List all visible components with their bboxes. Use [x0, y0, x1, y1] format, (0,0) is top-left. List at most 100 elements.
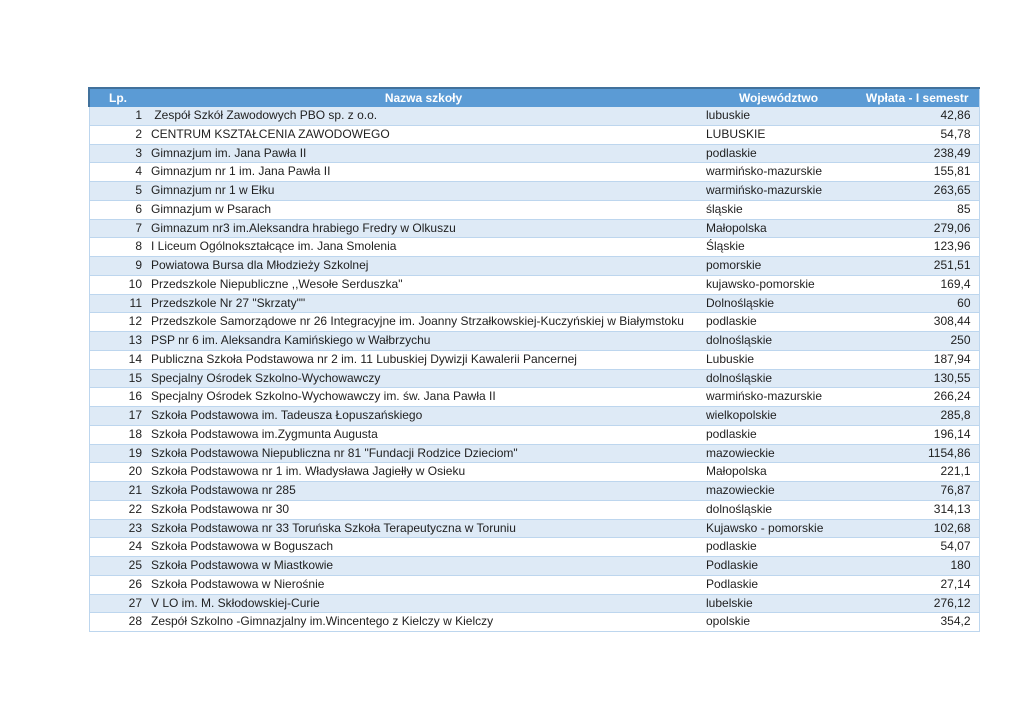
row-number-cell: 14: [89, 350, 146, 370]
table-row: 27 V LO im. M. Skłodowskiej-Curie lubelski…: [89, 594, 979, 614]
payment-amount-cell: 54,78: [856, 125, 979, 145]
table-row: 19 Szkoła Podstawowa Niepubliczna nr 81 "…: [89, 444, 979, 464]
voivodeship-cell: Śląskie: [701, 237, 856, 257]
row-number-cell: 26: [89, 575, 146, 595]
table-row: 2 CENTRUM KSZTAŁCENIA ZAWODOWEGO LUBUSKIE 5…: [89, 125, 979, 145]
table-row: 4 Gimnazjum nr 1 im. Jana Pawła II warmińs…: [89, 162, 979, 182]
voivodeship-cell: pomorskie: [701, 256, 856, 276]
payment-amount-cell: 221,1: [856, 462, 979, 482]
row-number-cell: 21: [89, 481, 146, 501]
table-row: 25 Szkoła Podstawowa w Miastkowie Podlaski…: [89, 556, 979, 576]
row-number-cell: 23: [89, 519, 146, 539]
school-name-cell: Publiczna Szkoła Podstawowa nr 2 im. 11 …: [146, 350, 701, 370]
school-name-cell: Szkoła Podstawowa w Miastkowie: [146, 556, 701, 576]
voivodeship-cell: warmińsko-mazurskie: [701, 181, 856, 201]
payment-amount-cell: 250: [856, 331, 979, 351]
table-row: 16 Specjalny Ośrodek Szkolno-Wychowawczy …: [89, 387, 979, 407]
row-number-cell: 11: [89, 294, 146, 314]
school-payments-table: Lp. Nazwa szkoły Województwo Wpłata - I …: [88, 87, 980, 632]
payment-amount-cell: 196,14: [856, 425, 979, 445]
column-header-school-name: Nazwa szkoły: [146, 87, 701, 107]
school-name-cell: Szkoła Podstawowa w Nierośnie: [146, 575, 701, 595]
table-row: 17 Szkoła Podstawowa im. Tadeusza Łopusza…: [89, 406, 979, 426]
table-row: 18 Szkoła Podstawowa im.Zygmunta Augusta p…: [89, 425, 979, 445]
voivodeship-cell: wielkopolskie: [701, 406, 856, 426]
school-name-cell: Szkoła Podstawowa Niepubliczna nr 81 "Fu…: [146, 444, 701, 464]
row-number-cell: 4: [89, 162, 146, 182]
payment-amount-cell: 238,49: [856, 144, 979, 164]
school-payments-table-container: Lp. Nazwa szkoły Województwo Wpłata - I …: [88, 87, 980, 632]
payment-amount-cell: 130,55: [856, 369, 979, 389]
row-number-cell: 24: [89, 537, 146, 557]
row-number-cell: 18: [89, 425, 146, 445]
payment-amount-cell: 308,44: [856, 312, 979, 332]
payment-amount-cell: 54,07: [856, 537, 979, 557]
table-row: 24 Szkoła Podstawowa w Boguszach podlaskie…: [89, 537, 979, 557]
voivodeship-cell: podlaskie: [701, 537, 856, 557]
row-number-cell: 19: [89, 444, 146, 464]
table-row: 6 Gimnazjum w Psarach śląskie 85: [89, 200, 979, 220]
payment-amount-cell: 263,65: [856, 181, 979, 201]
row-number-cell: 28: [89, 612, 146, 632]
voivodeship-cell: Dolnośląskie: [701, 294, 856, 314]
voivodeship-cell: Podlaskie: [701, 556, 856, 576]
table-row: 13 PSP nr 6 im. Aleksandra Kamińskiego w …: [89, 331, 979, 351]
voivodeship-cell: lubelskie: [701, 594, 856, 614]
school-name-cell: CENTRUM KSZTAŁCENIA ZAWODOWEGO: [146, 125, 701, 145]
payment-amount-cell: 169,4: [856, 275, 979, 295]
row-number-cell: 6: [89, 200, 146, 220]
row-number-cell: 17: [89, 406, 146, 426]
payment-amount-cell: 42,86: [856, 107, 979, 126]
table-row: 11 Przedszkole Nr 27 "Skrzaty"" Dolnośląsk…: [89, 294, 979, 314]
table-row: 7 Gimnazum nr3 im.Aleksandra hrabiego Fre…: [89, 219, 979, 239]
payment-amount-cell: 314,13: [856, 500, 979, 520]
voivodeship-cell: podlaskie: [701, 144, 856, 164]
voivodeship-cell: opolskie: [701, 612, 856, 632]
school-name-cell: I Liceum Ogólnokształcące im. Jana Smole…: [146, 237, 701, 257]
table-row: 21 Szkoła Podstawowa nr 285 mazowieckie 76,…: [89, 481, 979, 501]
voivodeship-cell: warmińsko-mazurskie: [701, 162, 856, 182]
payment-amount-cell: 123,96: [856, 237, 979, 257]
school-name-cell: Szkoła Podstawowa nr 285: [146, 481, 701, 501]
row-number-cell: 10: [89, 275, 146, 295]
payment-amount-cell: 276,12: [856, 594, 979, 614]
school-name-cell: Specjalny Ośrodek Szkolno-Wychowawczy im…: [146, 387, 701, 407]
row-number-cell: 5: [89, 181, 146, 201]
row-number-cell: 7: [89, 219, 146, 239]
table-body: 1 Zespół Szkół Zawodowych PBO sp. z o.o.…: [89, 107, 979, 632]
school-name-cell: Gimnazjum nr 1 im. Jana Pawła II: [146, 162, 701, 182]
payment-amount-cell: 266,24: [856, 387, 979, 407]
school-name-cell: Zespół Szkolno -Gimnazjalny im.Wincenteg…: [146, 612, 701, 632]
table-row: 15 Specjalny Ośrodek Szkolno-Wychowawczy d…: [89, 369, 979, 389]
payment-amount-cell: 60: [856, 294, 979, 314]
school-name-cell: Przedszkole Niepubliczne ,,Wesołe Serdus…: [146, 275, 701, 295]
row-number-cell: 22: [89, 500, 146, 520]
voivodeship-cell: śląskie: [701, 200, 856, 220]
school-name-cell: PSP nr 6 im. Aleksandra Kamińskiego w Wa…: [146, 331, 701, 351]
school-name-cell: Zespół Szkół Zawodowych PBO sp. z o.o.: [146, 107, 701, 126]
voivodeship-cell: kujawsko-pomorskie: [701, 275, 856, 295]
school-name-cell: Przedszkole Nr 27 "Skrzaty"": [146, 294, 701, 314]
row-number-cell: 2: [89, 125, 146, 145]
payment-amount-cell: 354,2: [856, 612, 979, 632]
school-name-cell: Powiatowa Bursa dla Młodzieży Szkolnej: [146, 256, 701, 276]
voivodeship-cell: Podlaskie: [701, 575, 856, 595]
table-row: 28 Zespół Szkolno -Gimnazjalny im.Wincent…: [89, 612, 979, 632]
voivodeship-cell: Małopolska: [701, 219, 856, 239]
row-number-cell: 15: [89, 369, 146, 389]
voivodeship-cell: podlaskie: [701, 312, 856, 332]
school-name-cell: Szkoła Podstawowa nr 30: [146, 500, 701, 520]
payment-amount-cell: 285,8: [856, 406, 979, 426]
voivodeship-cell: mazowieckie: [701, 481, 856, 501]
table-row: 3 Gimnazjum im. Jana Pawła II podlaskie 238…: [89, 144, 979, 164]
row-number-cell: 20: [89, 462, 146, 482]
voivodeship-cell: warmińsko-mazurskie: [701, 387, 856, 407]
payment-amount-cell: 27,14: [856, 575, 979, 595]
column-header-payment: Wpłata - I semestr: [856, 87, 979, 107]
school-name-cell: Szkoła Podstawowa w Boguszach: [146, 537, 701, 557]
table-row: 1 Zespół Szkół Zawodowych PBO sp. z o.o.…: [89, 107, 979, 126]
voivodeship-cell: Kujawsko - pomorskie: [701, 519, 856, 539]
table-row: 14 Publiczna Szkoła Podstawowa nr 2 im. 1…: [89, 350, 979, 370]
row-number-cell: 1: [89, 107, 146, 126]
table-row: 9 Powiatowa Bursa dla Młodzieży Szkolnej p…: [89, 256, 979, 276]
